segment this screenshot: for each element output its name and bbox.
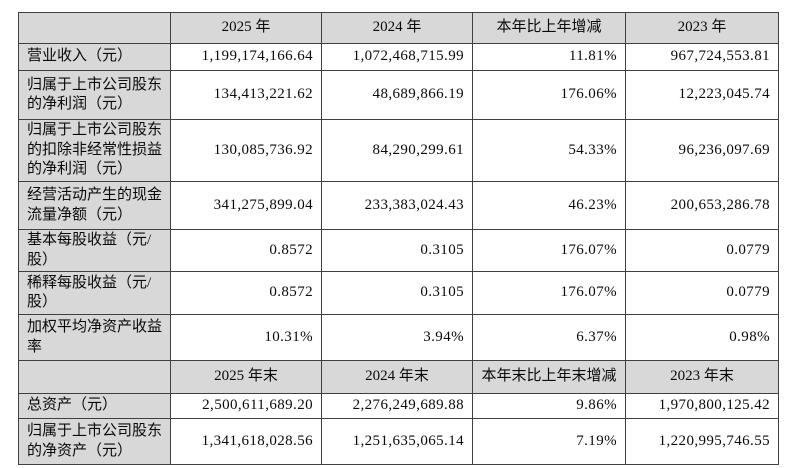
col-header-2023-end: 2023 年末: [625, 360, 779, 394]
value-2023: 200,653,286.78: [625, 181, 779, 230]
value-2023: 0.0779: [625, 229, 779, 272]
row-label: 归属于上市公司股东的扣除非经常性损益的净利润（元）: [18, 119, 171, 182]
row-net-assets-attributable: 归属于上市公司股东的净资产（元） 1,341,618,028.56 1,251,…: [18, 418, 779, 465]
annual-corner-cell: [18, 12, 171, 44]
value-2024-end: 1,251,635,065.14: [321, 418, 473, 465]
value-2023: 0.98%: [625, 314, 779, 361]
value-2025: 0.8572: [170, 229, 322, 272]
value-2023-end: 1,970,800,125.42: [625, 393, 779, 419]
value-2024: 233,383,024.43: [321, 181, 473, 230]
value-yoy-change: 176.06%: [472, 70, 626, 120]
value-yoy-change: 46.23%: [472, 181, 626, 230]
row-label: 归属于上市公司股东的净资产（元）: [18, 418, 171, 465]
value-2024: 3.94%: [321, 314, 473, 361]
row-label: 归属于上市公司股东的净利润（元）: [18, 70, 171, 120]
value-2024: 1,072,468,715.99: [321, 43, 473, 71]
value-2024: 48,689,866.19: [321, 70, 473, 120]
value-2025: 0.8572: [170, 271, 322, 315]
value-2025-end: 2,500,611,689.20: [170, 393, 322, 419]
row-basic-eps: 基本每股收益（元/股） 0.8572 0.3105 176.07% 0.0779: [18, 229, 779, 272]
value-2025-end: 1,341,618,028.56: [170, 418, 322, 465]
value-yearend-change: 9.86%: [472, 393, 626, 419]
value-2023: 96,236,097.69: [625, 119, 779, 182]
value-2023-end: 1,220,995,746.55: [625, 418, 779, 465]
row-total-assets: 总资产（元） 2,500,611,689.20 2,276,249,689.88…: [18, 393, 779, 419]
row-operating-revenue: 营业收入（元） 1,199,174,166.64 1,072,468,715.9…: [18, 43, 779, 71]
value-2025: 10.31%: [170, 314, 322, 361]
value-2025: 1,199,174,166.64: [170, 43, 322, 71]
row-label: 经营活动产生的现金流量净额（元）: [18, 181, 171, 230]
col-header-2023: 2023 年: [625, 12, 779, 44]
value-2023: 12,223,045.74: [625, 70, 779, 120]
col-header-2024-end: 2024 年末: [321, 360, 473, 394]
value-yearend-change: 7.19%: [472, 418, 626, 465]
value-2025: 341,275,899.04: [170, 181, 322, 230]
value-2025: 134,413,221.62: [170, 70, 322, 120]
col-header-yearend-change: 本年末比上年末增减: [472, 360, 626, 394]
value-2024: 0.3105: [321, 271, 473, 315]
row-label: 营业收入（元）: [18, 43, 171, 71]
value-yoy-change: 11.81%: [472, 43, 626, 71]
yearend-header-row: 2025 年末 2024 年末 本年末比上年末增减 2023 年末: [18, 360, 779, 394]
col-header-2025: 2025 年: [170, 12, 322, 44]
row-weighted-avg-roe: 加权平均净资产收益率 10.31% 3.94% 6.37% 0.98%: [18, 314, 779, 361]
row-net-profit-excl-nonrecurring: 归属于上市公司股东的扣除非经常性损益的净利润（元） 130,085,736.92…: [18, 119, 779, 182]
col-header-2025-end: 2025 年末: [170, 360, 322, 394]
row-net-profit-attributable: 归属于上市公司股东的净利润（元） 134,413,221.62 48,689,8…: [18, 70, 779, 120]
key-financials-table: 2025 年 2024 年 本年比上年增减 2023 年 营业收入（元） 1,1…: [18, 12, 779, 465]
value-2024-end: 2,276,249,689.88: [321, 393, 473, 419]
value-yoy-change: 176.07%: [472, 229, 626, 272]
value-yoy-change: 54.33%: [472, 119, 626, 182]
value-2024: 0.3105: [321, 229, 473, 272]
value-2024: 84,290,299.61: [321, 119, 473, 182]
value-2023: 0.0779: [625, 271, 779, 315]
value-yoy-change: 176.07%: [472, 271, 626, 315]
value-2023: 967,724,553.81: [625, 43, 779, 71]
value-yoy-change: 6.37%: [472, 314, 626, 361]
row-label: 稀释每股收益（元/股）: [18, 271, 171, 315]
yearend-corner-cell: [18, 360, 171, 394]
row-label: 基本每股收益（元/股）: [18, 229, 171, 272]
row-operating-cash-flow: 经营活动产生的现金流量净额（元） 341,275,899.04 233,383,…: [18, 181, 779, 230]
col-header-2024: 2024 年: [321, 12, 473, 44]
value-2025: 130,085,736.92: [170, 119, 322, 182]
row-label: 加权平均净资产收益率: [18, 314, 171, 361]
col-header-yoy-change: 本年比上年增减: [472, 12, 626, 44]
row-label: 总资产（元）: [18, 393, 171, 419]
annual-header-row: 2025 年 2024 年 本年比上年增减 2023 年: [18, 12, 779, 44]
row-diluted-eps: 稀释每股收益（元/股） 0.8572 0.3105 176.07% 0.0779: [18, 271, 779, 315]
